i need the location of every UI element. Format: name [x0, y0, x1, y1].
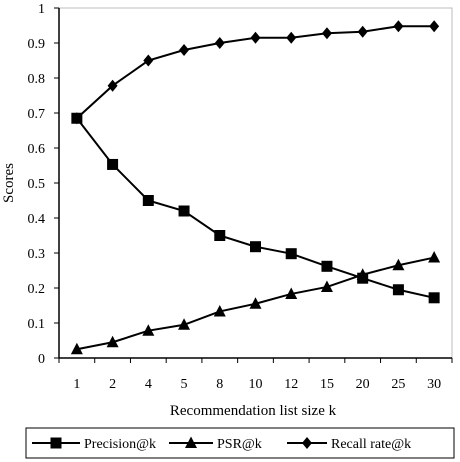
y-tick-label: 0 [38, 352, 45, 367]
x-tick-label: 30 [427, 377, 441, 392]
data-point-psr-k [213, 304, 226, 317]
data-point-psr-k [320, 280, 333, 292]
data-point-psr-k [106, 335, 119, 348]
x-tick-label: 1 [73, 377, 80, 392]
y-tick-label: 0.3 [28, 247, 46, 262]
data-point-psr-k [178, 318, 191, 330]
y-tick-label: 0.9 [28, 37, 46, 52]
data-point-precision-k [250, 241, 261, 253]
x-axis-ticks: 1 2 4 5 8 10 12 15 20 25 30 [58, 358, 453, 392]
y-tick-label: 0.1 [28, 317, 46, 332]
data-point-recall-rate-k [71, 112, 82, 125]
data-point-precision-k [428, 292, 440, 304]
y-tick-label: 0.5 [28, 177, 46, 192]
data-point-recall-rate-k [143, 54, 154, 67]
data-point-recall-rate-k [250, 31, 261, 44]
data-point-recall-rate-k [357, 25, 368, 38]
series-psr-k [70, 251, 441, 355]
legend-label: PSR@k [217, 437, 262, 452]
data-point-precision-k [107, 158, 119, 170]
data-point-recall-rate-k [393, 20, 404, 33]
y-tick-label: 0.4 [28, 212, 46, 227]
y-tick-label: 0.8 [28, 72, 46, 87]
data-point-psr-k [70, 342, 83, 355]
data-point-precision-k [321, 260, 333, 272]
data-point-recall-rate-k [179, 44, 190, 56]
data-point-recall-rate-k [321, 27, 332, 40]
data-point-psr-k [428, 251, 441, 263]
data-point-psr-k [142, 324, 155, 336]
x-tick-label: 4 [145, 377, 152, 392]
y-tick-label: 1 [38, 2, 45, 17]
data-point-recall-rate-k [429, 20, 440, 33]
legend-label: Recall rate@k [331, 437, 411, 452]
legend-label: Precision@k [84, 437, 156, 452]
x-tick-label: 15 [320, 377, 334, 392]
data-point-precision-k [214, 230, 226, 241]
data-point-psr-k [285, 287, 298, 299]
data-point-precision-k [142, 195, 154, 206]
legend-marker [302, 437, 312, 449]
x-tick-label: 8 [216, 377, 223, 392]
data-point-recall-rate-k [214, 37, 225, 49]
series-layer [70, 20, 441, 355]
x-axis-label: Recommendation list size k [170, 403, 337, 419]
y-axis-ticks: 0 0.1 0.2 0.3 0.4 0.5 0.6 0.7 0.8 0.9 1 [28, 2, 59, 367]
y-tick-label: 0.2 [28, 282, 46, 297]
series-precision-k [71, 112, 440, 304]
legend-item: PSR@k [169, 436, 262, 452]
legend-box [25, 427, 455, 459]
data-point-psr-k [249, 297, 262, 309]
legend-marker [185, 436, 197, 448]
data-point-precision-k [285, 248, 297, 260]
x-tick-label: 10 [249, 377, 263, 392]
x-tick-label: 25 [391, 377, 405, 392]
legend-marker [50, 437, 62, 449]
y-tick-label: 0.7 [28, 107, 46, 122]
data-point-precision-k [178, 205, 190, 217]
data-point-psr-k [392, 258, 405, 271]
x-tick-label: 5 [181, 377, 188, 392]
x-tick-label: 20 [356, 377, 370, 392]
y-axis-label: Scores [1, 163, 17, 203]
data-point-recall-rate-k [107, 79, 118, 92]
data-point-psr-k [356, 268, 369, 280]
data-point-recall-rate-k [286, 31, 297, 44]
x-tick-label: 2 [109, 377, 116, 392]
x-tick-label: 12 [284, 377, 298, 392]
legend-item: Precision@k [32, 437, 156, 452]
y-tick-label: 0.6 [28, 142, 46, 157]
series-recall-rate-k [71, 20, 440, 125]
legend-item: Recall rate@k [287, 437, 411, 452]
legend: Precision@k PSR@k Recall rate@k [25, 427, 455, 459]
data-point-precision-k [392, 284, 404, 296]
